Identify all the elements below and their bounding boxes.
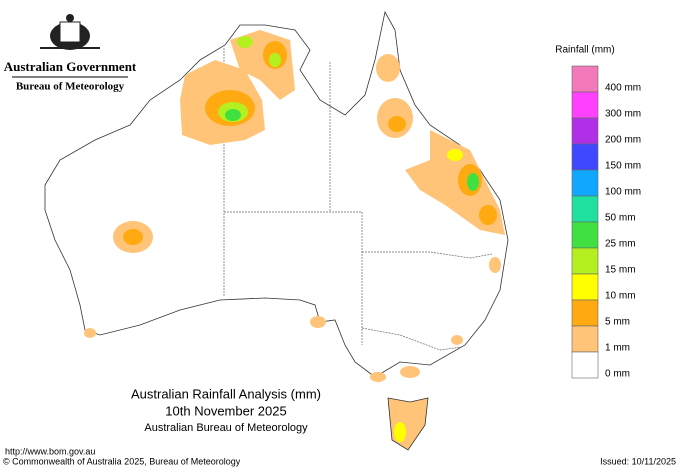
legend: 400 mm 300 mm 200 mm 150 mm 100 mm 50 mm 25 mm… [571,65,641,380]
rainfall-areas [84,30,505,442]
legend-swatch [571,325,599,353]
footer-url: http://www.bom.gov.au [5,446,95,456]
map-title: Australian Rainfall Analysis (mm) [131,386,321,401]
legend-swatch [571,143,599,171]
legend-label: 25 mm [605,239,636,250]
government-name: Australian Government [4,59,137,74]
legend-swatch [571,91,599,119]
legend-label: 50 mm [605,213,636,224]
legend-label: 150 mm [605,161,641,172]
legend-label: 5 mm [605,317,630,328]
legend-title: Rainfall (mm) [555,45,614,56]
footer-copyright: © Commonwealth of Australia 2025, Bureau… [3,456,241,466]
map-source: Australian Bureau of Meteorology [144,422,308,434]
legend-swatch [571,195,599,223]
logo [40,14,100,50]
footer-issued: Issued: 10/11/2025 [600,456,676,466]
legend-label: 400 mm [605,83,641,94]
legend-label: 300 mm [605,109,641,120]
legend-label: 15 mm [605,265,636,276]
legend-label: 10 mm [605,291,636,302]
legend-swatch [571,273,599,301]
legend-swatch [571,299,599,327]
legend-label: 0 mm [605,369,630,380]
legend-swatch [571,117,599,145]
legend-label: 1 mm [605,343,630,354]
legend-label: 100 mm [605,187,641,198]
legend-swatch [571,351,599,379]
legend-label: 200 mm [605,135,641,146]
map [44,10,509,451]
map-date: 10th November 2025 [165,403,286,418]
legend-swatch [571,169,599,197]
legend-swatch [571,65,599,93]
agency-name: Bureau of Meteorology [16,81,125,93]
legend-swatch [571,247,599,275]
legend-swatch [571,221,599,249]
